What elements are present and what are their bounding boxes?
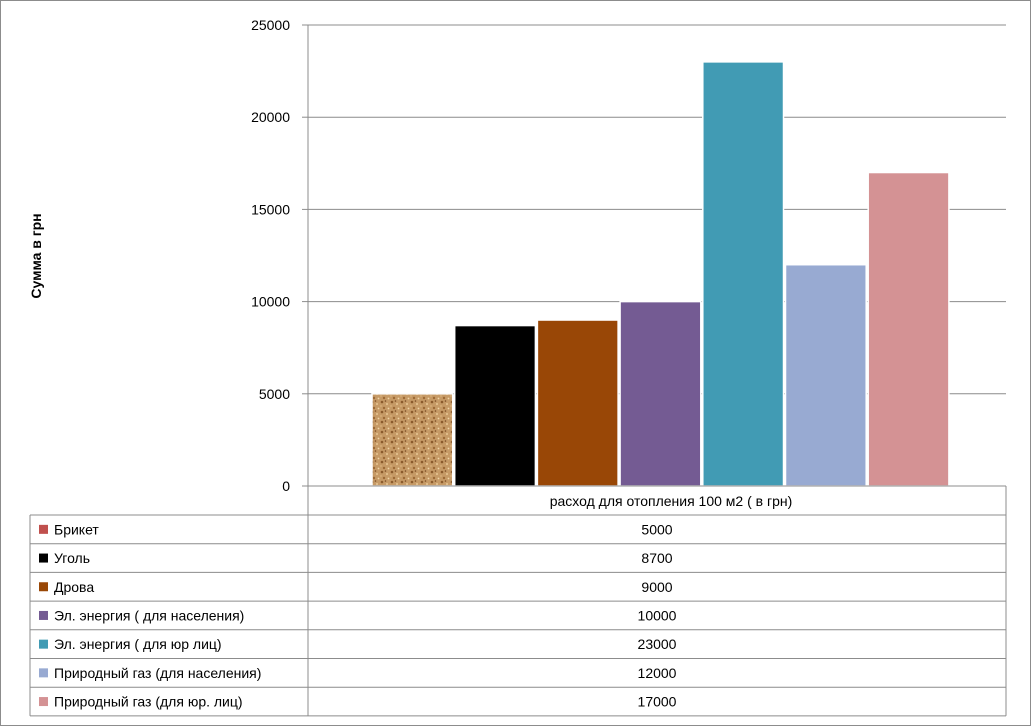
bars bbox=[371, 61, 950, 487]
bar-series-2 bbox=[453, 324, 537, 487]
legend-marker bbox=[39, 697, 48, 707]
y-tick-label: 20000 bbox=[251, 109, 290, 125]
legend-marker bbox=[39, 582, 48, 592]
legend-marker bbox=[39, 639, 48, 649]
legend-label: Брикет bbox=[54, 521, 99, 537]
data-table: расход для отопления 100 м2 ( в грн) Бри… bbox=[29, 485, 1007, 717]
category-label: расход для отопления 100 м2 ( в грн) bbox=[550, 493, 793, 509]
table-value: 23000 bbox=[638, 636, 677, 652]
table-value: 17000 bbox=[638, 694, 677, 710]
legend-label: Эл. энергия ( для населения) bbox=[54, 607, 244, 623]
legend-label: Эл. энергия ( для юр лиц) bbox=[54, 636, 222, 652]
legend-label: Природный газ (для населения) bbox=[54, 665, 261, 681]
bar-series-7 bbox=[867, 171, 950, 487]
legend-marker bbox=[39, 553, 48, 563]
table-value: 10000 bbox=[638, 607, 677, 623]
table-value: 8700 bbox=[641, 550, 672, 566]
bar-series-4 bbox=[619, 300, 702, 487]
y-axis: 0 5000 10000 15000 20000 25000 bbox=[251, 17, 309, 494]
legend-label: Уголь bbox=[54, 550, 90, 566]
table-value: 9000 bbox=[641, 579, 672, 595]
legend-marker bbox=[39, 524, 48, 534]
legend-marker bbox=[39, 668, 48, 678]
bar-series-5 bbox=[702, 61, 785, 487]
bar-series-6 bbox=[784, 263, 867, 487]
y-tick-label: 25000 bbox=[251, 17, 290, 33]
table-value: 12000 bbox=[638, 665, 677, 681]
legend-label: Природный газ (для юр. лиц) bbox=[54, 694, 243, 710]
y-tick-label: 10000 bbox=[251, 294, 290, 310]
legend-label: Дрова bbox=[54, 579, 94, 595]
y-tick-label: 15000 bbox=[251, 201, 290, 217]
y-axis-label: Сумма в грн bbox=[28, 213, 44, 298]
bar-series-1 bbox=[371, 393, 454, 487]
table-value: 5000 bbox=[641, 521, 672, 537]
y-tick-label: 5000 bbox=[259, 386, 290, 402]
y-tick-label: 0 bbox=[282, 478, 290, 494]
legend-marker bbox=[39, 610, 48, 620]
bar-series-3 bbox=[536, 319, 619, 487]
